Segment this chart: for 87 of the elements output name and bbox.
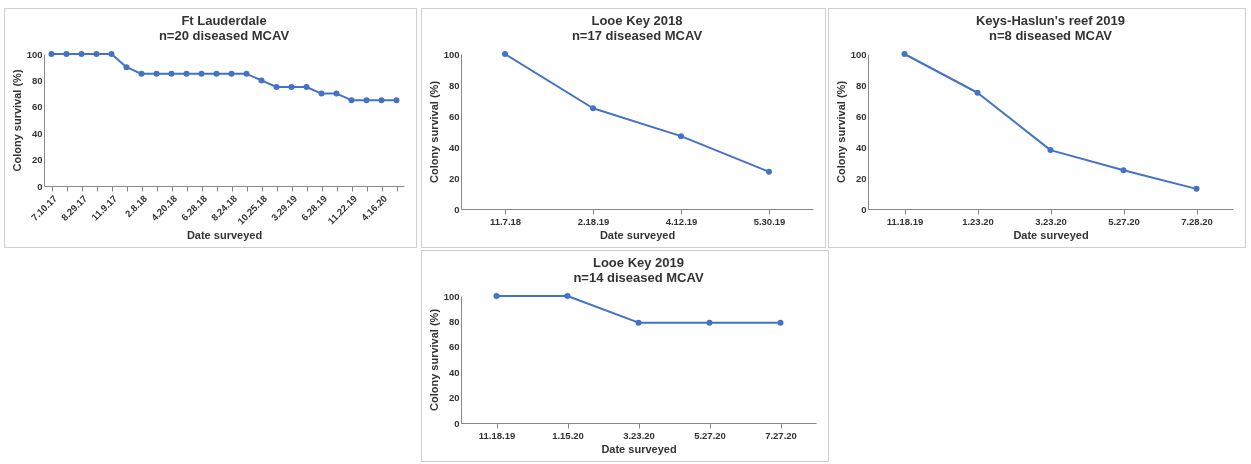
x-tick-label: 3.23.20 xyxy=(623,429,655,441)
y-tick-label: 60 xyxy=(448,110,460,122)
point xyxy=(1193,185,1200,192)
point xyxy=(1047,147,1054,154)
y-tick-label: 60 xyxy=(448,341,460,353)
point xyxy=(590,105,596,112)
point xyxy=(318,90,325,97)
point xyxy=(348,97,355,104)
point xyxy=(1120,167,1127,174)
point xyxy=(138,70,145,77)
x-tick-label: 5.27.20 xyxy=(694,429,726,441)
y-tick-label: 100 xyxy=(443,48,460,60)
point xyxy=(766,168,772,175)
y-axis-title: Colony survival (%) xyxy=(10,69,23,172)
y-tick-label: 0 xyxy=(454,203,460,215)
y-tick-label: 80 xyxy=(855,79,867,91)
chart-title: Looe Key 2019 xyxy=(592,255,685,270)
x-tick-label: 11.18.19 xyxy=(478,429,516,441)
y-tick-label: 100 xyxy=(26,48,43,60)
point xyxy=(93,51,100,57)
point xyxy=(288,84,295,90)
point xyxy=(123,64,130,71)
point xyxy=(168,70,175,77)
point xyxy=(153,70,160,77)
point xyxy=(243,70,250,77)
point xyxy=(502,51,508,57)
x-tick-label: 7.28.20 xyxy=(1181,215,1213,227)
x-tick-label: 1.23.20 xyxy=(962,215,994,227)
point xyxy=(303,84,310,90)
y-tick-label: 60 xyxy=(31,101,43,113)
point xyxy=(78,51,85,57)
chart-subtitle: n=14 diseased MCAV xyxy=(573,270,704,285)
point xyxy=(333,90,340,97)
point xyxy=(363,97,370,104)
chart-subtitle: n=20 diseased MCAV xyxy=(158,28,290,43)
y-tick-label: 80 xyxy=(31,74,43,86)
point xyxy=(378,97,385,104)
point xyxy=(974,89,981,96)
y-tick-label: 80 xyxy=(448,79,460,91)
point xyxy=(198,70,205,77)
y-tick-label: 40 xyxy=(448,141,460,153)
x-tick-label: 5.30.19 xyxy=(753,215,786,227)
x-tick-label: 1.15.20 xyxy=(552,429,584,441)
point xyxy=(183,70,190,77)
y-tick-label: 0 xyxy=(861,203,867,215)
point xyxy=(63,51,70,57)
y-tick-label: 40 xyxy=(855,141,867,153)
chart-subtitle: n=17 diseased MCAV xyxy=(571,28,703,43)
y-axis-title: Colony survival (%) xyxy=(427,308,440,412)
point xyxy=(901,51,908,57)
y-tick-label: 20 xyxy=(855,172,867,184)
y-tick-label: 20 xyxy=(448,392,460,404)
x-tick-label: 2.18.19 xyxy=(577,215,610,227)
point xyxy=(213,70,220,77)
point xyxy=(228,70,235,77)
point xyxy=(258,77,265,84)
x-tick-label: 3.23.20 xyxy=(1035,215,1067,227)
x-tick-label: 7.27.20 xyxy=(765,429,797,441)
point xyxy=(273,84,280,90)
y-tick-label: 40 xyxy=(448,366,460,378)
y-tick-label: 100 xyxy=(850,48,867,60)
x-tick-label: 5.27.20 xyxy=(1108,215,1140,227)
x-tick-label: 4.12.19 xyxy=(665,215,698,227)
chart-title: Looe Key 2018 xyxy=(591,13,683,28)
y-tick-label: 0 xyxy=(454,417,460,429)
chart-title: Keys-Haslun's reef 2019 xyxy=(975,13,1126,28)
y-tick-label: 100 xyxy=(443,290,460,302)
y-axis-title: Colony survival (%) xyxy=(427,80,440,184)
point xyxy=(48,51,55,57)
x-axis-title: Date surveyed xyxy=(601,443,677,455)
y-tick-label: 80 xyxy=(448,315,460,327)
y-tick-label: 40 xyxy=(31,127,43,139)
chart-title: Ft Lauderdale xyxy=(181,13,267,28)
x-tick-label: 11.7.18 xyxy=(489,215,522,227)
x-tick-label: 11.18.19 xyxy=(886,215,924,227)
y-tick-label: 0 xyxy=(37,180,43,192)
y-axis-title: Colony survival (%) xyxy=(834,80,847,184)
point xyxy=(108,51,115,57)
y-tick-label: 60 xyxy=(855,110,867,122)
x-axis-title: Date surveyed xyxy=(1013,229,1089,241)
point xyxy=(393,97,400,104)
point xyxy=(678,133,684,140)
y-tick-label: 20 xyxy=(31,154,43,166)
y-tick-label: 20 xyxy=(448,172,460,184)
x-axis-title: Date surveyed xyxy=(599,229,676,241)
x-axis-title: Date surveyed xyxy=(186,229,263,242)
chart-subtitle: n=8 diseased MCAV xyxy=(989,28,1113,43)
